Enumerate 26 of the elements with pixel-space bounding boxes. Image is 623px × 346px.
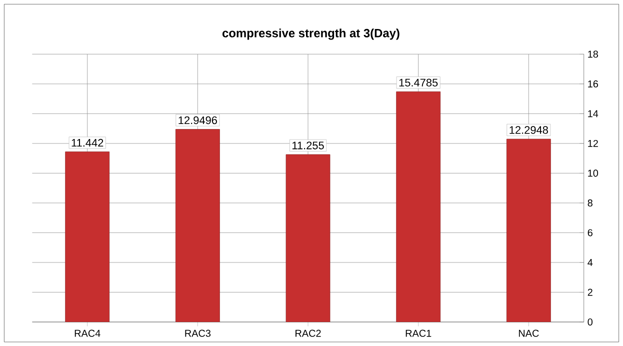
x-tick-label: RAC2 xyxy=(296,330,321,337)
x-tick-label: RAC3 xyxy=(185,330,211,337)
chart-title: compressive strength at 3(Day) xyxy=(222,28,400,40)
y-tick-label: 10 xyxy=(588,170,598,177)
y-tick-label: 8 xyxy=(588,199,592,206)
data-label: 15.4785 xyxy=(399,78,438,86)
x-tick-label: NAC xyxy=(518,330,539,337)
bar xyxy=(286,154,330,322)
data-label: 11.255 xyxy=(292,142,324,150)
data-label: 12.9496 xyxy=(178,116,217,124)
bar xyxy=(506,138,551,322)
bar xyxy=(65,151,110,322)
x-tick-label: RAC4 xyxy=(74,330,100,337)
y-tick-label: 16 xyxy=(588,80,598,88)
x-tick-label: RAC1 xyxy=(406,330,432,337)
y-tick-label: 12 xyxy=(588,140,598,147)
y-tick-label: 14 xyxy=(588,110,598,118)
y-tick-label: 4 xyxy=(588,258,593,266)
y-tick-label: 6 xyxy=(588,229,592,236)
y-tick-label: 0 xyxy=(588,318,593,326)
bar xyxy=(396,91,441,322)
data-label: 12.2948 xyxy=(510,126,548,134)
y-tick-label: 2 xyxy=(588,288,592,296)
y-tick-label: 18 xyxy=(588,50,598,58)
bar xyxy=(175,129,220,322)
data-label: 11.442 xyxy=(72,138,104,146)
